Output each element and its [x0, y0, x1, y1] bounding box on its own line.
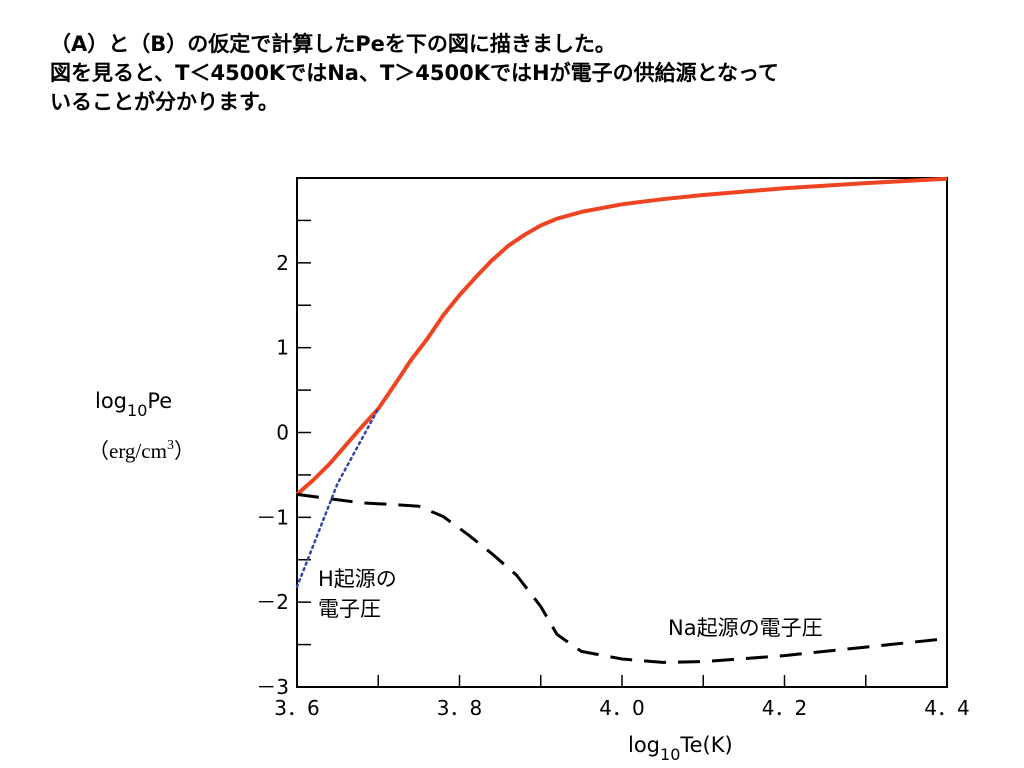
y-tick-label: 0: [276, 421, 289, 445]
heading-line-1: （A）と（B）の仮定で計算したPeを下の図に描きました。: [50, 32, 616, 56]
y-tick-label: －3: [256, 675, 289, 699]
heading-line-3: いることが分かります。: [50, 90, 279, 114]
x-tick-label: 3．8: [437, 696, 482, 720]
series-line-na: [296, 492, 948, 664]
heading: （A）と（B）の仮定で計算したPeを下の図に描きました。 図を見ると、T＜450…: [50, 30, 990, 117]
y-tick-label: 1: [276, 336, 289, 360]
heading-line-2: 図を見ると、T＜4500KではNa、T＞4500KではHが電子の供給源となって: [50, 61, 779, 85]
x-tick-label: 4．2: [762, 696, 807, 720]
series-line-pe: [295, 176, 948, 496]
y-tick-label: －1: [256, 505, 289, 529]
annotation-na: Na起源の電子圧: [668, 616, 823, 640]
y-axis-label: log10Pe: [95, 389, 172, 420]
axis-tick-labels: 3．6 3．8 4．0 4．2 4．4 －3 －2 －1 0 1 2: [256, 251, 969, 720]
x-tick-label: 4．4: [924, 696, 969, 720]
series-line-h: [295, 407, 380, 589]
y-axis-unit: （erg/cm3）: [88, 438, 195, 463]
series-layer: [295, 176, 948, 664]
y-tick-label: 2: [276, 251, 289, 275]
x-axis-label: log10Te(K): [628, 733, 733, 764]
axis-ticks: [296, 177, 948, 688]
y-tick-label: －2: [256, 590, 289, 614]
x-tick-label: 3．6: [274, 696, 319, 720]
annotation-h-line2: 電子圧: [318, 597, 381, 621]
plot-frame: [296, 177, 948, 688]
annotation-h-line1: H起源の: [318, 567, 397, 591]
x-tick-label: 4．0: [599, 696, 644, 720]
